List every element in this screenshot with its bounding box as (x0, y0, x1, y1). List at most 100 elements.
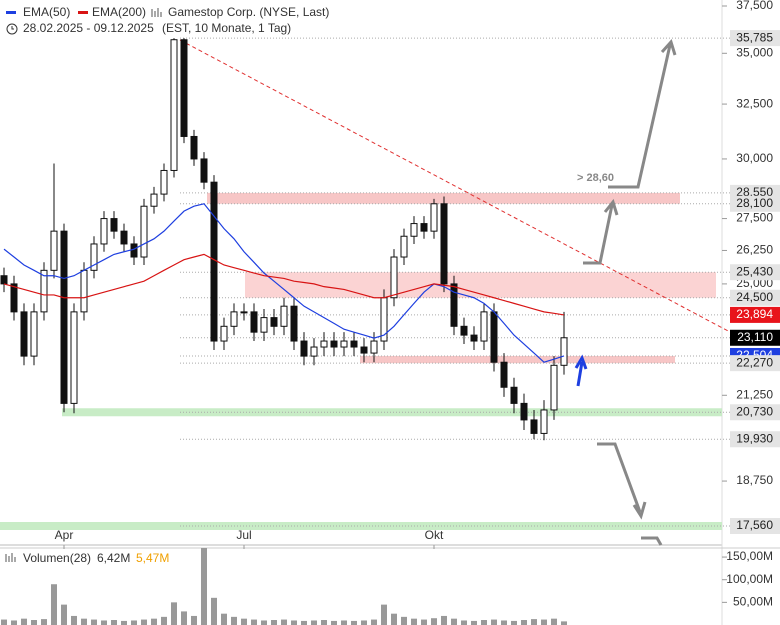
price-tag (730, 195, 780, 212)
candle-body (390, 256, 398, 299)
candle-body (110, 218, 118, 232)
volume-bar (431, 618, 437, 625)
price-tag (730, 30, 780, 47)
candle-body (220, 325, 228, 342)
volume-bar (81, 618, 87, 625)
candle-body (30, 311, 38, 357)
volume-current: 6,42M (97, 551, 130, 565)
volume-bar (141, 619, 147, 625)
price-tag-label: 24,500 (736, 290, 773, 304)
volume-bar (71, 615, 77, 625)
candle-body (150, 193, 158, 207)
candle-body (200, 158, 208, 183)
volume-bar (291, 620, 297, 625)
candle-body (430, 203, 438, 232)
volume-bar (341, 620, 347, 625)
candle-body (250, 311, 258, 333)
volume-bar (191, 615, 197, 625)
x-tick-label: Okt (425, 528, 444, 542)
candle-body (60, 230, 68, 404)
price-tag-label: 20,730 (736, 404, 773, 418)
candle-body (490, 311, 498, 363)
icon (151, 8, 162, 17)
volume-bar (501, 620, 507, 625)
volume-bar (41, 619, 47, 625)
volume-bar (1, 619, 7, 625)
price-tag-label: 22,270 (736, 355, 773, 369)
volume-bar (401, 616, 407, 625)
candle-body (120, 230, 128, 245)
candle-body (290, 305, 298, 342)
price-tag (730, 355, 780, 372)
y-tick-label: 32,500 (736, 96, 773, 110)
arrow (597, 442, 647, 520)
candle-body (330, 340, 338, 348)
volume-average: 5,47M (136, 551, 169, 565)
candle-body (470, 334, 478, 342)
price-tag-label: 19,930 (736, 431, 773, 445)
volume-bar (381, 604, 387, 625)
volume-bar (521, 620, 527, 625)
y-tick-label: 30,000 (736, 151, 773, 165)
price-tag (730, 431, 780, 448)
volume-bar (491, 619, 497, 625)
volume-bar (301, 620, 307, 625)
price-tag-label: 35,785 (736, 30, 773, 44)
y-tick-label: 150,00M (726, 549, 773, 563)
candle-body (460, 325, 468, 336)
volume-bar (121, 620, 127, 625)
price-tag-label: 25,430 (736, 264, 773, 278)
volume-bar (111, 620, 117, 625)
volume-bar (551, 618, 557, 625)
volume-title: Volumen(28) (23, 551, 91, 565)
candle-body (100, 218, 108, 245)
candle-body (500, 361, 508, 388)
volume-bar (261, 620, 267, 625)
volume-bar (21, 618, 27, 625)
candle-body (190, 135, 198, 160)
candle-body (210, 181, 218, 342)
price-tag (730, 306, 780, 323)
volume-bar (11, 620, 17, 625)
support-zone (360, 355, 675, 364)
y-tick-label: 35,000 (736, 45, 773, 59)
price-tag (730, 264, 780, 281)
legend-label: EMA(50) (23, 5, 70, 19)
price-tag (730, 518, 780, 535)
volume-bar (461, 620, 467, 625)
candle-body (550, 364, 558, 411)
legend-swatch (78, 11, 88, 14)
ema-line (3, 203, 565, 363)
price-tag (730, 404, 780, 421)
volume-bar (171, 602, 177, 625)
x-tick-label: Apr (55, 528, 74, 542)
candle-body (70, 311, 78, 404)
candle-body (420, 223, 428, 232)
annotation: > 28,60 (577, 172, 614, 184)
volume-bar (91, 619, 97, 625)
candle-body (540, 409, 548, 434)
legend-label: EMA(200) (92, 5, 146, 19)
volume-bar (211, 597, 217, 625)
candle-body (10, 283, 18, 313)
candle-body (360, 346, 368, 354)
volume-bar (51, 584, 57, 625)
volume-bar (241, 618, 247, 625)
volume-bar (451, 618, 457, 625)
volume-bar (421, 619, 427, 625)
candle-body (280, 305, 288, 327)
icon (6, 23, 18, 35)
candle-body (0, 275, 8, 285)
ema-line (3, 253, 565, 316)
icon (11, 26, 14, 30)
candle-body (50, 230, 58, 271)
volume-bar (161, 616, 167, 625)
price-tag (730, 289, 780, 306)
legend: EMA(50) EMA(200) Gamestop Corp. (NYSE, L… (6, 5, 329, 35)
volume-bar (511, 620, 517, 625)
volume-bar (131, 620, 137, 625)
price-tag-label: 23,894 (736, 307, 773, 321)
volume-bar (531, 619, 537, 625)
